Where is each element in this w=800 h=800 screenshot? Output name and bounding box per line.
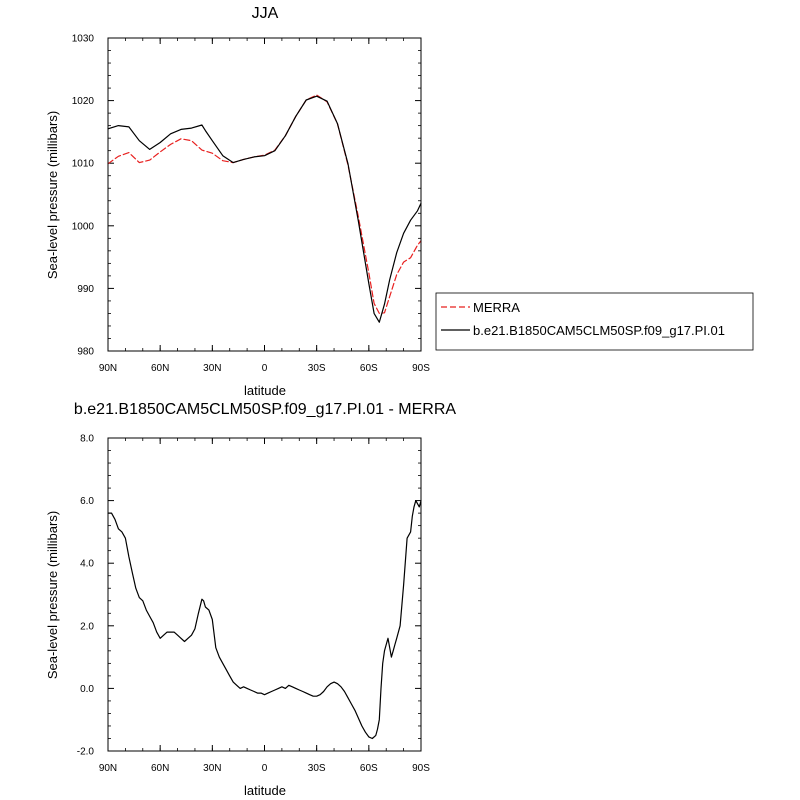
top-x-tick-label: 60N [151,363,169,374]
bottom-panel: b.e21.B1850CAM5CLM50SP.f09_g17.PI.01 - M… [45,401,456,798]
top-y-tick-label: 1000 [72,221,95,232]
bottom-y-tick-label: 0.0 [80,684,94,695]
top-chart-title: JJA [252,5,279,22]
bottom-x-tick-label: 30S [308,763,326,774]
legend-box [435,292,754,351]
bottom-y-tick-label: 2.0 [80,621,94,632]
bottom-y-tick-label: 4.0 [80,559,94,570]
top-y-tick-label: 990 [77,284,94,295]
bottom-y-tick-label: -2.0 [77,747,95,758]
bottom-series-group [107,500,422,740]
top-plot-frame [107,37,422,352]
top-x-tick-label: 90N [99,363,117,374]
top-panel: JJA 90N 60N 30N 0 30S 60S 90S 980 990 1000 1010 102… [45,5,430,398]
top-y-tick-label: 980 [77,347,94,358]
bottom-x-tick-label: 90S [412,763,430,774]
top-y-tick-label: 1010 [72,159,95,170]
bottom-x-tick-label: 90N [99,763,117,774]
top-x-tick-label: 0 [262,363,268,374]
top-series-line-model [107,95,422,323]
legend-label-model: b.e21.B1850CAM5CLM50SP.f09_g17.PI.01 [473,323,725,338]
top-x-tick-label: 90S [412,363,430,374]
top-x-tick-label: 30S [308,363,326,374]
legend: MERRA b.e21.B1850CAM5CLM50SP.f09_g17.PI.… [435,292,754,351]
bottom-y-tick-label: 6.0 [80,496,94,507]
bottom-series-line-model [107,500,422,740]
bottom-x-tick-label: 30N [203,763,221,774]
bottom-plot-frame [107,437,422,752]
top-y-tick-label: 1020 [72,96,95,107]
top-y-tick-label: 1030 [72,34,95,45]
bottom-y-axis-title: Sea-level pressure (millibars) [45,511,60,679]
bottom-ticks: 90N 60N 30N 0 30S 60S 90S -2.0 0.0 2.0 4.0 6.0 8.0 [77,434,430,775]
top-x-tick-label: 30N [203,363,221,374]
top-y-axis-title: Sea-level pressure (millibars) [45,111,60,279]
bottom-chart-title: b.e21.B1850CAM5CLM50SP.f09_g17.PI.01 - M… [74,401,456,418]
top-x-axis-title: latitude [244,383,286,398]
top-x-tick-label: 60S [360,363,378,374]
top-ticks: 90N 60N 30N 0 30S 60S 90S 980 990 1000 1010 1020 103… [72,34,430,375]
legend-label-merra: MERRA [473,300,520,315]
top-series-group [107,94,422,323]
bottom-x-axis-title: latitude [244,783,286,798]
bottom-y-tick-label: 8.0 [80,434,94,445]
bottom-x-tick-label: 0 [262,763,268,774]
bottom-x-tick-label: 60S [360,763,378,774]
bottom-x-tick-label: 60N [151,763,169,774]
top-series-line-merra [107,94,422,314]
